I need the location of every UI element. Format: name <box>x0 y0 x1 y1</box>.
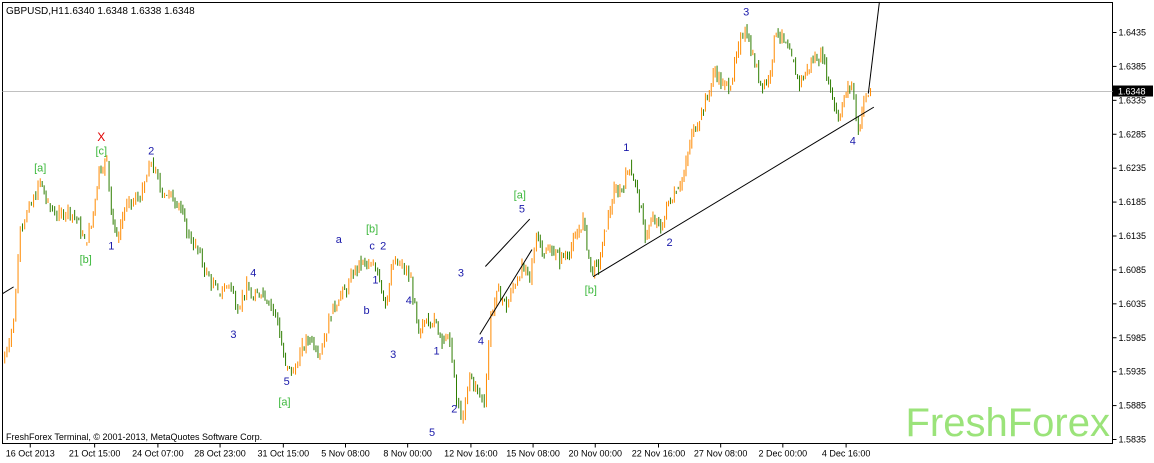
trendline <box>592 106 875 278</box>
wave-label: 4 <box>850 135 856 147</box>
wave-label: b <box>364 305 370 317</box>
trendline <box>2 286 14 295</box>
wave-label: 3 <box>458 268 464 280</box>
y-tick-label: 1.6135 <box>1119 231 1147 241</box>
x-tick-label: 24 Oct 07:00 <box>132 449 184 459</box>
y-tick-label: 1.5985 <box>1119 333 1147 343</box>
y-tick-label: 1.6435 <box>1119 28 1147 38</box>
x-tick-label: 4 Dec 16:00 <box>822 449 871 459</box>
y-tick-label: 1.5885 <box>1119 401 1147 411</box>
wave-label: 1 <box>433 346 439 358</box>
x-tick-label: 21 Oct 15:00 <box>69 449 121 459</box>
wave-label: a <box>336 234 343 246</box>
wave-label: [b] <box>366 224 378 236</box>
wave-label: 2 <box>380 241 386 253</box>
wave-label: [b] <box>585 285 597 297</box>
x-tick-label: 31 Oct 15:00 <box>258 449 310 459</box>
current-price-label: 1.6348 <box>1118 87 1146 97</box>
x-tick-label: 5 Nov 08:00 <box>321 449 370 459</box>
y-tick-label: 1.5835 <box>1119 435 1147 445</box>
current-price-tag: 1.6348 <box>1113 85 1153 97</box>
trendline <box>867 1 880 94</box>
wave-label: [a] <box>514 190 526 202</box>
wave-label: 4 <box>250 268 256 280</box>
wave-label: 1 <box>108 241 114 253</box>
x-tick-label: 2 Dec 00:00 <box>759 449 808 459</box>
y-axis: 1.6435 1.6385 1.6335 1.6285 1.6235 1.6185 1.61… <box>1112 28 1147 445</box>
wave-label: [c] <box>95 146 107 158</box>
y-tick-label: 1.6385 <box>1119 61 1147 71</box>
wave-label: 1 <box>623 142 629 154</box>
copyright-footer: FreshForex Terminal, © 2001-2013, MetaQu… <box>6 432 262 442</box>
wave-label: c <box>369 241 375 253</box>
wave-label: 2 <box>667 237 673 249</box>
wave-label: 2 <box>451 403 457 415</box>
x-tick-label: 15 Nov 08:00 <box>506 449 560 459</box>
y-tick-label: 1.6035 <box>1119 299 1147 309</box>
wave-label: 5 <box>429 427 435 439</box>
y-tick-label: 1.6235 <box>1119 163 1147 173</box>
wave-label: X <box>97 130 105 144</box>
wave-label: 3 <box>230 329 236 341</box>
x-tick-label: 16 Oct 2013 <box>6 449 55 459</box>
wave-label: [a] <box>278 397 290 409</box>
y-tick-label: 1.6335 <box>1119 95 1147 105</box>
wave-label: 4 <box>478 336 484 348</box>
trendline-layer <box>2 1 880 335</box>
watermark-logo: FreshForex <box>906 401 1111 445</box>
wave-label: 5 <box>519 203 525 215</box>
x-tick-label: 27 Nov 08:00 <box>694 449 748 459</box>
x-tick-label: 8 Nov 00:00 <box>383 449 432 459</box>
wave-label: [b] <box>80 254 92 266</box>
y-tick-label: 1.6085 <box>1119 265 1147 275</box>
x-tick-label: 20 Nov 00:00 <box>568 449 622 459</box>
chart-ohlc: 1.6340 1.6348 1.6338 1.6348 <box>64 6 195 17</box>
wave-label: 1 <box>372 274 378 286</box>
x-tick-label: 12 Nov 16:00 <box>444 449 498 459</box>
wave-label: 3 <box>390 349 396 361</box>
wave-label-layer: X[c][a][b]12345[a]abc[b]1234152345[a][b]… <box>34 7 856 440</box>
y-tick-label: 1.6185 <box>1119 197 1147 207</box>
wave-label: 4 <box>406 295 412 307</box>
plot-frame <box>2 2 1113 444</box>
x-tick-label: 28 Oct 23:00 <box>194 449 246 459</box>
wave-label: 2 <box>148 146 154 158</box>
x-tick-label: 22 Nov 16:00 <box>632 449 686 459</box>
wave-label: 3 <box>743 7 749 19</box>
price-layer <box>4 24 872 424</box>
y-tick-label: 1.5935 <box>1119 367 1147 377</box>
chart-header: GBPUSD,H1 <box>6 6 64 17</box>
trendline <box>479 249 533 335</box>
y-tick-label: 1.6285 <box>1119 129 1147 139</box>
x-axis: 16 Oct 2013 21 Oct 15:00 24 Oct 07:00 28 Oc… <box>6 443 871 459</box>
trendline <box>484 218 531 267</box>
wave-label: 5 <box>284 376 290 388</box>
wave-label: [a] <box>34 163 46 175</box>
